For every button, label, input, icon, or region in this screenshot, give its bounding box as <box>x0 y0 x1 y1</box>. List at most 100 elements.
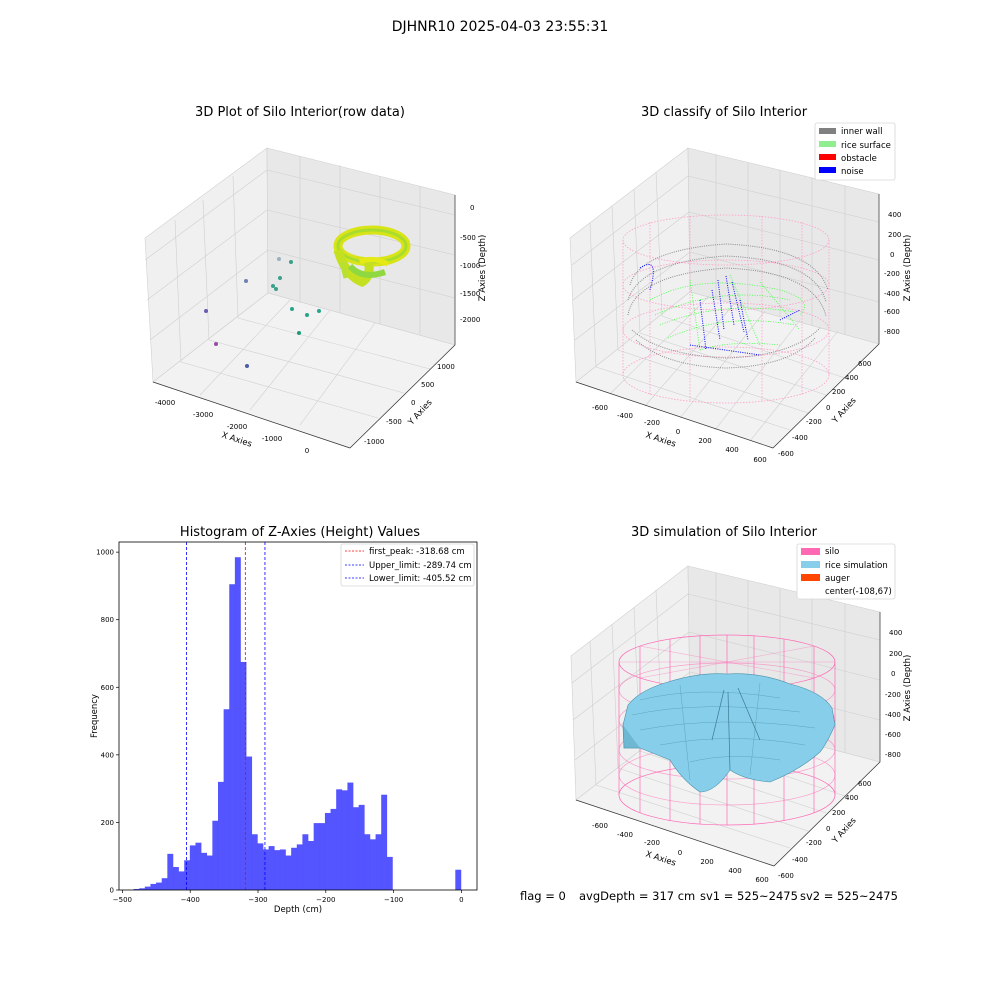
svg-text:-400: -400 <box>884 290 900 298</box>
y-tick-label: 400 <box>101 751 114 759</box>
histogram-bar <box>279 849 286 890</box>
svg-text:-1000: -1000 <box>364 438 384 446</box>
classify-noise <box>639 264 801 356</box>
svg-text:-800: -800 <box>884 328 900 336</box>
svg-text:600: 600 <box>753 456 766 464</box>
data-point <box>271 284 275 288</box>
raw-z-ticks: -2000 -1500 -1000 -500 0 <box>460 204 480 324</box>
svg-text:-600: -600 <box>592 822 608 830</box>
histogram-bar <box>246 756 253 890</box>
svg-text:-200: -200 <box>644 419 660 427</box>
svg-text:-200: -200 <box>806 418 822 426</box>
svg-text:-200: -200 <box>885 691 901 699</box>
histogram-bar <box>313 823 320 890</box>
svg-text:-4000: -4000 <box>155 399 175 407</box>
flag-value: flag = 0 <box>520 889 566 903</box>
panel-simulation-3d: 3D simulation of Silo Interior <box>570 525 913 884</box>
histogram-vlines <box>186 542 266 890</box>
data-point <box>274 287 278 291</box>
histogram-bar <box>223 709 230 890</box>
legend-label: silo <box>825 547 839 557</box>
histogram-bar <box>296 844 303 890</box>
legend-label: auger <box>825 574 850 584</box>
histogram-bar <box>386 856 393 890</box>
svg-text:200: 200 <box>832 809 845 817</box>
panel-classify-title: 3D classify of Silo Interior <box>641 105 808 120</box>
data-point <box>245 364 249 368</box>
histogram-bar <box>364 834 371 890</box>
histogram-bar <box>375 834 382 890</box>
classify-legend: inner wall rice surface obstacle noise <box>814 122 896 181</box>
raw-z-label: Z Axies (Depth) <box>478 235 488 302</box>
svg-text:600: 600 <box>755 876 768 884</box>
svg-text:0: 0 <box>890 251 894 259</box>
svg-text:400: 400 <box>728 867 741 875</box>
simulation-x-ticks: -600 -400 -200 0 200 400 600 <box>592 822 769 884</box>
legend-swatch <box>819 128 836 134</box>
raw-x-ticks: -4000 -3000 -2000 -1000 0 <box>155 399 309 455</box>
histogram-bar <box>229 584 236 890</box>
y-tick-label: 800 <box>101 616 114 624</box>
histogram-bar <box>274 850 281 890</box>
svg-text:200: 200 <box>698 437 711 445</box>
data-point <box>289 260 293 264</box>
svg-text:-3000: -3000 <box>193 411 213 419</box>
svg-text:-400: -400 <box>617 831 633 839</box>
histogram-x-ticks: −500 −400 −300 −200 −100 0 <box>113 890 464 904</box>
svg-text:600: 600 <box>858 360 871 368</box>
histogram-frame <box>118 541 478 891</box>
panel-raw-3d: 3D Plot of Silo Interior(row data) <box>144 105 488 455</box>
raw-x-label: X Axies <box>220 430 253 449</box>
legend-label: center(-108,67) <box>825 587 892 597</box>
axes-box-classify <box>569 147 880 449</box>
histogram-bar <box>189 845 196 890</box>
svg-text:-400: -400 <box>885 711 901 719</box>
svg-text:-500: -500 <box>386 418 402 426</box>
simulation-x-label: X Axies <box>644 849 677 868</box>
classify-z-label: Z Axies (Depth) <box>903 235 913 302</box>
svg-text:-200: -200 <box>806 839 822 847</box>
legend-label: rice surface <box>841 141 891 151</box>
legend-label: first_peak: -318.68 cm <box>369 547 465 557</box>
svg-text:200: 200 <box>888 231 901 239</box>
svg-text:-600: -600 <box>778 872 794 880</box>
y-tick-label: 200 <box>101 819 114 827</box>
svg-text:0: 0 <box>826 825 830 833</box>
legend-label: inner wall <box>841 127 882 137</box>
legend-label: obstacle <box>841 154 877 164</box>
svg-text:200: 200 <box>832 388 845 396</box>
svg-text:0: 0 <box>676 428 680 436</box>
svg-text:-500: -500 <box>460 234 476 242</box>
histogram-bar <box>358 804 365 890</box>
histogram-title: Histogram of Z-Axies (Height) Values <box>180 525 420 540</box>
data-point <box>305 313 309 317</box>
classify-y-ticks: -600 -400 -200 0 200 400 600 <box>778 360 871 458</box>
y-tick-label: 1000 <box>96 549 114 557</box>
y-axis-line <box>349 344 456 449</box>
histogram-bar <box>201 852 208 890</box>
svg-text:0: 0 <box>411 399 415 407</box>
x-tick-label: −500 <box>113 896 132 904</box>
panel-histogram: Histogram of Z-Axies (Height) Values −50… <box>90 525 478 915</box>
histogram-bar <box>268 846 275 890</box>
svg-text:-400: -400 <box>792 434 808 442</box>
histogram-bar <box>291 847 298 890</box>
x-tick-label: −400 <box>181 896 200 904</box>
classify-z-ticks: -800 -600 -400 -200 0 200 400 <box>884 211 901 336</box>
histogram-bar <box>161 878 168 890</box>
figure-suptitle: DJHNR10 2025-04-03 23:55:31 <box>392 19 609 35</box>
simulation-z-label: Z Axies (Depth) <box>903 655 913 722</box>
data-point <box>297 331 301 335</box>
histogram-bar <box>308 841 314 890</box>
x-tick-label: 0 <box>459 896 463 904</box>
svg-text:0: 0 <box>470 204 474 212</box>
panel-classify-3d: 3D classify of Silo Interior <box>569 105 913 464</box>
histogram-bar <box>240 661 247 890</box>
panel-simulation-title: 3D simulation of Silo Interior <box>631 525 818 540</box>
histogram-bar <box>217 781 224 890</box>
svg-text:-200: -200 <box>644 839 660 847</box>
histogram-legend: first_peak: -318.68 cm Upper_limit: -289… <box>340 543 475 587</box>
svg-text:-600: -600 <box>885 731 901 739</box>
panel-raw-title: 3D Plot of Silo Interior(row data) <box>195 105 405 120</box>
raw-point-cluster <box>333 225 411 288</box>
